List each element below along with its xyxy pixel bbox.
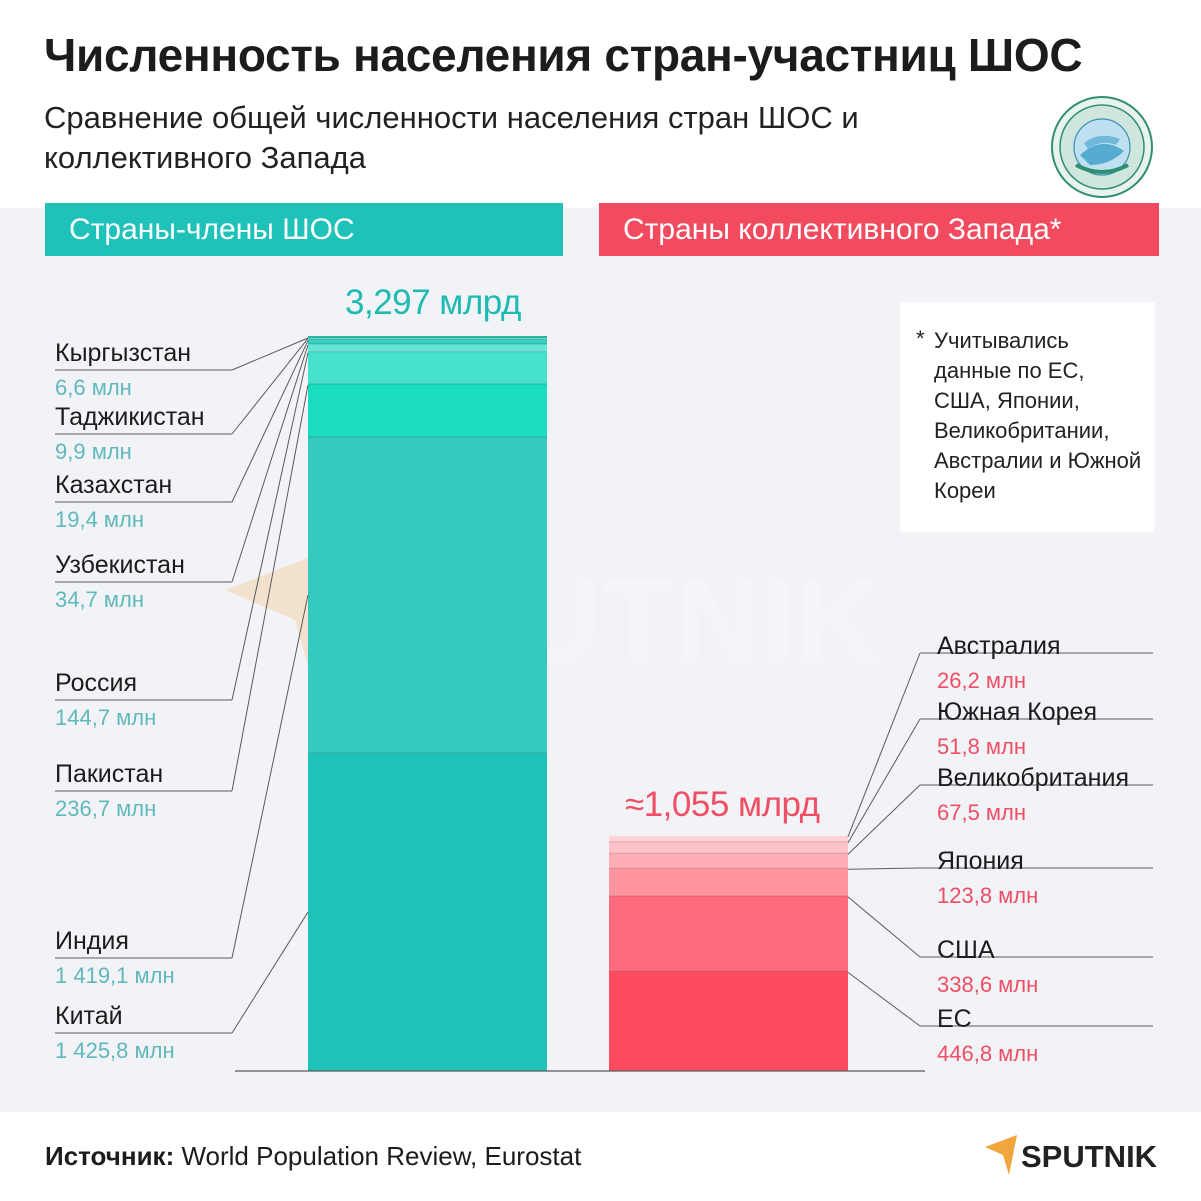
country-name: Казахстан: [55, 471, 173, 499]
country-name: Южная Корея: [937, 698, 1097, 726]
leader-line: [231, 344, 309, 583]
country-value: 19,4 млн: [55, 507, 145, 532]
leader-lines: [55, 337, 1153, 1034]
leader-line: [847, 652, 921, 838]
source-label: Источник:: [45, 1141, 175, 1171]
country-name: США: [937, 936, 995, 964]
sco-total-label: 3,297 млрд: [345, 283, 521, 322]
sputnik-logo-icon: [985, 1135, 1017, 1175]
country-name: Пакистан: [55, 760, 164, 788]
bar-segment: [609, 971, 848, 1071]
country-value: 51,8 млн: [937, 734, 1027, 759]
sco-group-header: Страны-члены ШОС: [45, 203, 563, 256]
page-title: Численность населения стран-участниц ШОС: [44, 29, 1083, 81]
west-bar-group: [609, 835, 848, 1071]
leader-line: [847, 718, 921, 843]
country-value: 6,6 млн: [55, 375, 132, 400]
leader-line: [847, 896, 921, 958]
bar-segment: [609, 853, 848, 869]
country-value: 1 425,8 млн: [55, 1038, 175, 1063]
leader-line: [231, 352, 309, 701]
bar-segment: [308, 344, 547, 352]
west-group-header: Страны коллективного Запада*: [599, 203, 1159, 256]
country-name: Китай: [55, 1002, 123, 1030]
bar-segment: [308, 337, 547, 340]
country-name: Таджикистан: [55, 403, 205, 431]
source-text: World Population Review, Eurostat: [181, 1141, 582, 1171]
country-name: Россия: [55, 669, 137, 697]
source-line: Источник: World Population Review, Euros…: [45, 1141, 581, 1172]
bar-segment: [308, 339, 547, 345]
leader-line: [847, 867, 921, 870]
country-name: Япония: [937, 847, 1024, 875]
west-total-label: ≈1,055 млрд: [625, 785, 820, 824]
country-value: 144,7 млн: [55, 705, 157, 730]
leader-line: [231, 338, 309, 435]
sco-emblem-icon: [1051, 96, 1153, 198]
bar-segment: [609, 868, 848, 896]
bar-segment: [308, 336, 547, 338]
sputnik-logo: SPUTNIK: [985, 1135, 1158, 1175]
leader-line: [847, 784, 921, 855]
country-value: 67,5 млн: [937, 800, 1027, 825]
country-value: 338,6 млн: [937, 972, 1039, 997]
bar-segment: [308, 436, 547, 754]
country-name: Австралия: [937, 632, 1061, 660]
leader-line: [231, 911, 309, 1034]
bar-segment: [609, 841, 848, 854]
leader-line: [847, 971, 921, 1027]
footnote-star: *: [916, 326, 925, 351]
bar-segment: [308, 753, 547, 1071]
leader-line: [231, 384, 309, 792]
leader-line: [231, 594, 309, 959]
country-value: 236,7 млн: [55, 796, 157, 821]
country-name: Великобритания: [937, 764, 1129, 792]
sputnik-logo-text: SPUTNIK: [1021, 1139, 1158, 1174]
country-value: 34,7 млн: [55, 587, 145, 612]
bar-segment: [308, 383, 547, 437]
country-value: 446,8 млн: [937, 1041, 1039, 1066]
country-value: 1 419,1 млн: [55, 963, 175, 988]
country-name: Узбекистан: [55, 551, 185, 579]
bar-segment: [609, 895, 848, 972]
country-value: 26,2 млн: [937, 668, 1027, 693]
footnote-box: [900, 302, 1155, 532]
page-subtitle: Сравнение общей численности населения ст…: [44, 100, 859, 175]
bar-segment: [308, 351, 547, 384]
leader-line: [231, 340, 309, 503]
leader-line: [231, 337, 309, 371]
country-name: Кыргызстан: [55, 339, 192, 367]
sco-bar-group: [308, 336, 547, 1071]
country-name: Индия: [55, 927, 129, 955]
footnote-text: Учитывались данные по ЕС, США, Японии, В…: [934, 328, 1142, 503]
country-value: 9,9 млн: [55, 439, 132, 464]
country-value: 123,8 млн: [937, 883, 1039, 908]
country-name: ЕС: [937, 1005, 972, 1033]
bar-segment: [609, 835, 848, 842]
